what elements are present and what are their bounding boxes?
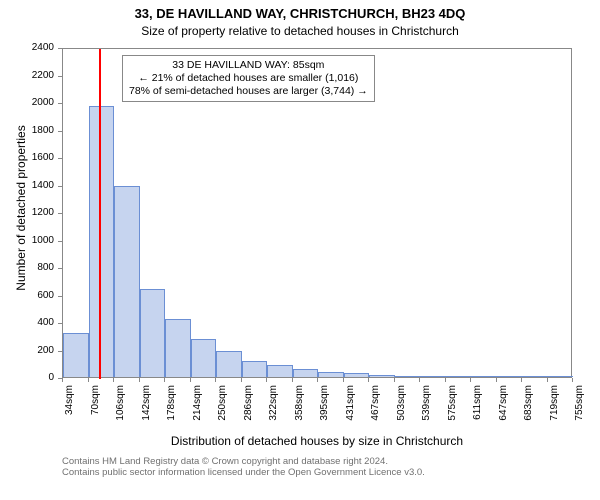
xtick-label: 358sqm xyxy=(294,385,305,435)
xtick-label: 611sqm xyxy=(472,385,483,435)
xtick-mark xyxy=(113,378,114,382)
xtick-mark xyxy=(496,378,497,382)
info-line-1: 33 DE HAVILLAND WAY: 85sqm xyxy=(129,59,368,72)
xtick-label: 467sqm xyxy=(370,385,381,435)
histogram-bar xyxy=(242,361,268,378)
xtick-mark xyxy=(521,378,522,382)
histogram-bar xyxy=(344,373,370,377)
histogram-bar xyxy=(267,365,293,377)
xtick-mark xyxy=(62,378,63,382)
xtick-mark xyxy=(266,378,267,382)
info-line-3: 78% of semi-detached houses are larger (… xyxy=(129,85,368,98)
ytick-label: 2200 xyxy=(0,70,54,81)
histogram-bar xyxy=(548,376,574,377)
ytick-label: 600 xyxy=(0,290,54,301)
ytick-mark xyxy=(58,296,62,297)
ytick-label: 800 xyxy=(0,262,54,273)
ytick-mark xyxy=(58,48,62,49)
ytick-mark xyxy=(58,186,62,187)
ytick-mark xyxy=(58,76,62,77)
histogram-bar xyxy=(114,186,140,377)
xtick-label: 647sqm xyxy=(498,385,509,435)
xtick-mark xyxy=(445,378,446,382)
xtick-mark xyxy=(572,378,573,382)
xtick-label: 755sqm xyxy=(574,385,585,435)
info-box: 33 DE HAVILLAND WAY: 85sqm ← 21% of deta… xyxy=(122,55,375,102)
xtick-mark xyxy=(419,378,420,382)
xtick-mark xyxy=(190,378,191,382)
chart-subtitle: Size of property relative to detached ho… xyxy=(0,24,600,38)
histogram-bar xyxy=(216,351,242,377)
ytick-label: 1400 xyxy=(0,180,54,191)
xtick-label: 431sqm xyxy=(345,385,356,435)
xtick-label: 322sqm xyxy=(268,385,279,435)
xtick-mark xyxy=(394,378,395,382)
histogram-bar xyxy=(293,369,319,377)
xtick-label: 106sqm xyxy=(115,385,126,435)
xtick-label: 719sqm xyxy=(549,385,560,435)
xtick-mark xyxy=(139,378,140,382)
histogram-bar xyxy=(420,376,446,377)
histogram-bar xyxy=(89,106,115,377)
xtick-label: 142sqm xyxy=(141,385,152,435)
ytick-label: 1200 xyxy=(0,207,54,218)
histogram-bar xyxy=(140,289,166,377)
ytick-label: 1800 xyxy=(0,125,54,136)
xtick-label: 575sqm xyxy=(447,385,458,435)
x-axis-label: Distribution of detached houses by size … xyxy=(62,434,572,448)
xtick-mark xyxy=(343,378,344,382)
xtick-label: 214sqm xyxy=(192,385,203,435)
xtick-label: 286sqm xyxy=(243,385,254,435)
ytick-label: 1000 xyxy=(0,235,54,246)
ytick-mark xyxy=(58,268,62,269)
histogram-bar xyxy=(369,375,395,377)
histogram-bar xyxy=(497,376,523,377)
histogram-bar xyxy=(318,372,344,378)
histogram-bar xyxy=(63,333,89,377)
ytick-mark xyxy=(58,158,62,159)
copyright-line-2: Contains public sector information licen… xyxy=(62,467,425,478)
ytick-mark xyxy=(58,351,62,352)
histogram-bar xyxy=(471,376,497,377)
chart-title: 33, DE HAVILLAND WAY, CHRISTCHURCH, BH23… xyxy=(0,6,600,21)
xtick-mark xyxy=(470,378,471,382)
xtick-mark xyxy=(164,378,165,382)
histogram-bar xyxy=(165,319,191,377)
ytick-mark xyxy=(58,323,62,324)
xtick-label: 539sqm xyxy=(421,385,432,435)
ytick-label: 2000 xyxy=(0,97,54,108)
ytick-label: 200 xyxy=(0,345,54,356)
xtick-label: 250sqm xyxy=(217,385,228,435)
ytick-mark xyxy=(58,213,62,214)
copyright: Contains HM Land Registry data © Crown c… xyxy=(62,456,425,478)
xtick-label: 34sqm xyxy=(64,385,75,435)
ytick-label: 400 xyxy=(0,317,54,328)
ytick-label: 2400 xyxy=(0,42,54,53)
ytick-label: 0 xyxy=(0,372,54,383)
xtick-label: 70sqm xyxy=(90,385,101,435)
xtick-mark xyxy=(215,378,216,382)
info-line-2: ← 21% of detached houses are smaller (1,… xyxy=(129,72,368,85)
copyright-line-1: Contains HM Land Registry data © Crown c… xyxy=(62,456,425,467)
xtick-label: 395sqm xyxy=(319,385,330,435)
histogram-bar xyxy=(191,339,217,378)
xtick-mark xyxy=(317,378,318,382)
xtick-mark xyxy=(292,378,293,382)
histogram-bar xyxy=(522,376,548,377)
histogram-bar xyxy=(395,376,421,377)
ytick-label: 1600 xyxy=(0,152,54,163)
xtick-label: 683sqm xyxy=(523,385,534,435)
ytick-mark xyxy=(58,103,62,104)
xtick-label: 178sqm xyxy=(166,385,177,435)
xtick-mark xyxy=(241,378,242,382)
xtick-label: 503sqm xyxy=(396,385,407,435)
xtick-mark xyxy=(368,378,369,382)
xtick-mark xyxy=(547,378,548,382)
ytick-mark xyxy=(58,131,62,132)
xtick-mark xyxy=(88,378,89,382)
ytick-mark xyxy=(58,241,62,242)
property-marker-line xyxy=(99,49,101,379)
histogram-bar xyxy=(446,376,472,377)
